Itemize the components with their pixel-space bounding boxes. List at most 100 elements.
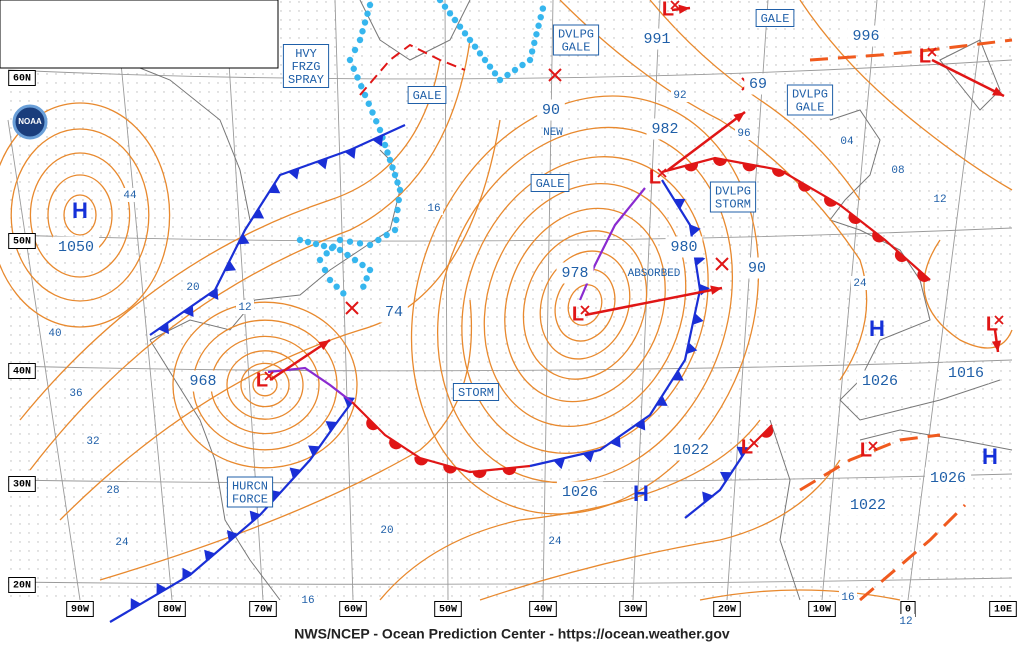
isobar-label: 28 [106, 485, 119, 497]
future-position [548, 68, 562, 82]
isobar-label: 12 [899, 616, 912, 628]
ice-edge-dot [346, 56, 354, 64]
lon-line [821, 0, 878, 601]
central-pressure: 1026 [862, 373, 898, 390]
arrow-head [318, 340, 330, 351]
front-symbol [713, 157, 727, 166]
isobar-label-bg [121, 188, 139, 202]
lon-label: 70W [254, 605, 272, 616]
isobar [63, 194, 97, 236]
noaa-logo [12, 104, 48, 140]
arrow-head [733, 112, 745, 123]
warning-text: FORCE [232, 493, 268, 507]
ice-edge-dot [358, 83, 365, 90]
ice-edge-dot [441, 3, 449, 10]
warning-text: STORM [715, 198, 751, 212]
isobar [10, 128, 150, 302]
isobar [699, 589, 901, 601]
ice-edge-dot [333, 283, 340, 290]
isobar-label-bg [671, 88, 689, 102]
front-symbol [872, 231, 885, 243]
ice-edge-dot [386, 156, 394, 164]
future-position [715, 257, 729, 271]
lat-line [7, 359, 1013, 372]
low-marker [580, 305, 590, 315]
isobar [649, 0, 861, 201]
warning-text: DVLPG [792, 88, 828, 102]
pressure-box [856, 370, 904, 392]
fronts [109, 0, 1013, 623]
isobar [19, 59, 441, 421]
low-center: L [572, 303, 584, 325]
ice-edge-dot [486, 63, 494, 70]
cold-front [684, 451, 746, 519]
future-position [345, 301, 359, 315]
isobar [29, 152, 131, 278]
isobar-label-bg [299, 593, 317, 607]
isobar-label: 24 [115, 537, 129, 549]
front-symbol [389, 438, 402, 450]
high-center: H [869, 316, 885, 341]
ice-edge-dot [359, 261, 366, 269]
central-pressure: 90 [748, 260, 766, 277]
warning-text: GALE [761, 12, 790, 26]
central-pressure: 980 [670, 239, 697, 256]
pressure-box [665, 236, 703, 258]
ice-edge-dot [373, 118, 380, 125]
lon-label-box [249, 601, 277, 617]
front-symbol [742, 163, 757, 172]
ice-edge-dot [356, 240, 364, 247]
map-area [8, 0, 1012, 600]
isobar-label-bg [46, 326, 64, 340]
isobar-label-bg [236, 300, 254, 314]
ice-edge-dot [461, 30, 469, 37]
pressure-box [556, 262, 594, 284]
ice-edge-dot [363, 275, 370, 282]
central-pressure: 1050 [58, 239, 94, 256]
ice-edge-dot [504, 71, 511, 79]
isobar [29, 39, 471, 471]
lon-label: 0 [905, 605, 911, 616]
pressure-box [743, 257, 771, 279]
lon-label-box [619, 601, 647, 617]
isobars [0, 0, 1013, 601]
ice-edge-dot [466, 36, 474, 44]
lon-label-box [989, 601, 1017, 617]
pressure-box [556, 481, 604, 503]
isobar-label-bg [425, 201, 443, 215]
warning-text: STORM [458, 386, 494, 400]
isobar-label: 08 [891, 165, 904, 177]
front-symbol [182, 305, 194, 317]
motion-arrow [584, 286, 723, 317]
isobar-label-bg [378, 523, 396, 537]
front-symbol [824, 196, 838, 207]
central-pressure: 982 [651, 121, 678, 138]
isobar-label: 92 [673, 90, 686, 102]
central-pressure: 1022 [673, 442, 709, 459]
front-symbol [325, 421, 338, 432]
front-symbol [288, 168, 300, 180]
warning-box [530, 174, 570, 192]
pressure-box [847, 25, 885, 47]
ice-edge-dot [511, 66, 519, 74]
isobar-label: 36 [69, 388, 82, 400]
ice-edge-dot [531, 39, 538, 47]
front-symbol [156, 582, 167, 595]
lon-label: 40W [534, 605, 552, 616]
warning-box [709, 181, 757, 213]
ice-edge-dot [539, 5, 547, 12]
central-pressure: 968 [189, 373, 216, 390]
front-symbol [344, 147, 356, 159]
warning-text: SPRAY [288, 73, 324, 87]
ice-edge-dot [476, 50, 484, 57]
front-symbol [553, 457, 566, 470]
isobar-label: 96 [737, 128, 750, 140]
ice-edge-dot [395, 196, 402, 204]
motion-arrow [269, 338, 331, 382]
footer: NWS/NCEP - Ocean Prediction Center - htt… [294, 626, 730, 642]
lat-label-box [8, 577, 36, 593]
warning-text: GALE [413, 89, 442, 103]
isobar-label-bg [838, 134, 856, 148]
front-symbol [609, 436, 621, 448]
pressure-box [380, 301, 408, 323]
